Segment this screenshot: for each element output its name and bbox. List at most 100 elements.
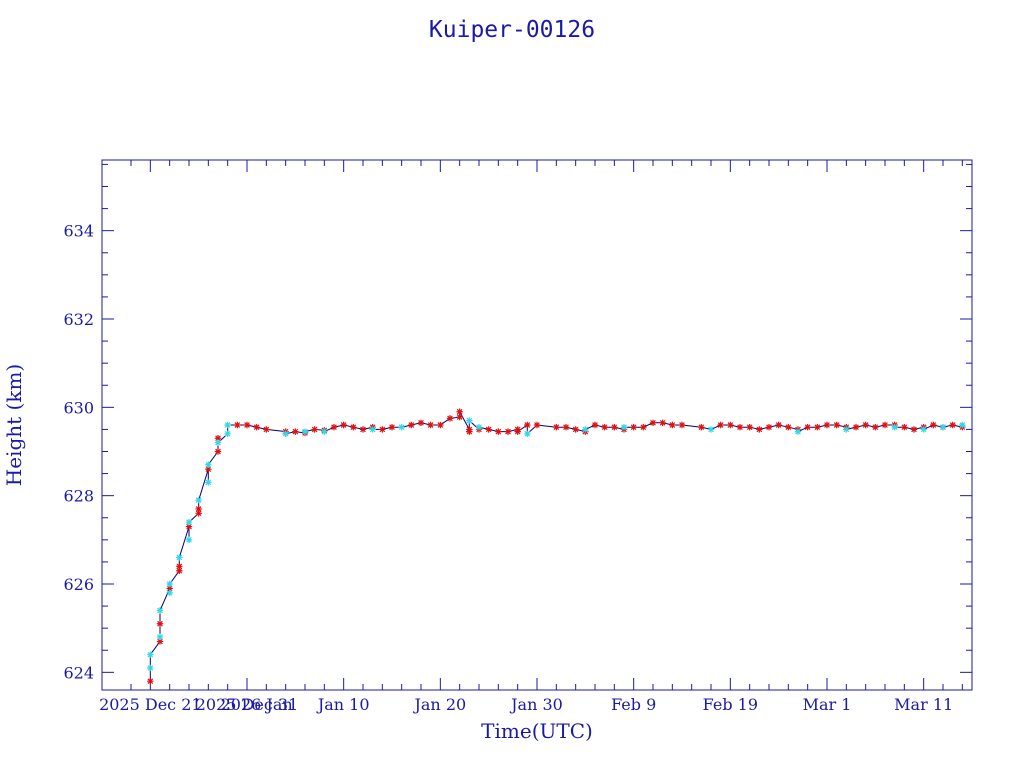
data-point [843,426,850,433]
data-point [833,421,840,429]
data-point [243,421,251,429]
data-point [292,428,299,435]
data-point [205,465,212,473]
data-point [388,424,396,431]
data-point [553,424,560,431]
data-point [707,426,715,433]
data-point [765,424,773,431]
series-line [149,411,963,682]
series-markers [147,408,966,685]
data-point [620,424,628,431]
data-point [185,523,193,530]
data-point [611,424,618,431]
data-point [456,408,463,415]
chart-title: Kuiper-00126 [429,17,595,43]
x-tick-label: 2026 Jan [221,695,293,714]
data-point [156,638,164,645]
data-point [282,430,289,438]
data-point [514,428,521,435]
y-axis-title: Height (km) [2,364,26,486]
data-point [195,505,202,513]
data-point [572,426,579,433]
data-point [417,419,425,426]
data-point [930,421,937,429]
data-point [195,496,202,504]
data-point [205,461,212,468]
data-point [379,426,386,433]
data-point [901,424,908,431]
data-point [224,430,231,438]
data-point [862,421,869,429]
data-point [717,421,724,429]
data-point [495,428,502,435]
data-point [350,424,357,431]
data-point [253,424,260,431]
data-point [775,421,782,429]
data-point [939,424,947,431]
data-point [727,421,734,429]
data-point [562,424,570,431]
y-axis: 624 626 628 630 632 634 [63,163,972,682]
data-point [601,424,608,431]
y-tick-label: 634 [63,222,94,241]
data-point [756,426,763,433]
data-point [649,419,657,426]
data-point [205,479,212,486]
data-point [156,607,164,614]
data-point [823,421,831,429]
data-point [185,518,193,526]
data-point [910,426,918,433]
data-point [524,421,531,429]
data-point [524,430,531,438]
data-point [408,421,415,429]
data-point [176,567,183,574]
data-point [185,536,193,544]
data-point [311,426,318,433]
x-tick-label: Mar 11 [894,695,953,714]
data-point [176,554,183,561]
data-point [659,419,666,426]
y-tick-label: 632 [63,310,94,329]
data-point [736,424,744,431]
data-point [214,439,222,446]
data-point [804,424,811,431]
data-point [891,424,898,431]
data-point [166,580,173,588]
x-tick-label: 2025 Dec 31 [196,695,299,714]
x-tick-label: Jan 30 [509,695,563,714]
data-point [224,421,231,429]
data-point [852,424,860,431]
data-point [475,424,483,431]
data-point [920,426,927,433]
x-tick-label: Jan 10 [316,695,370,714]
data-point [330,424,338,431]
data-point [814,424,821,431]
data-point [504,428,512,435]
x-tick-label: Feb 19 [703,695,758,714]
x-axis-title: Time(UTC) [481,719,593,743]
data-point [195,510,202,517]
data-point [485,426,492,433]
data-point [630,424,637,431]
x-tick-label: Feb 9 [611,695,656,714]
data-point [640,424,647,431]
data-point [466,428,473,435]
data-point [591,421,599,429]
data-point [959,421,966,429]
data-point [446,415,454,422]
data-point [156,633,164,641]
data-point [166,589,173,597]
y-tick-label: 624 [63,663,94,682]
data-point [398,424,405,431]
data-point [166,585,173,592]
y-tick-label: 628 [63,487,94,506]
data-point [582,426,589,433]
x-tick-label: Mar 1 [803,695,852,714]
data-point [176,563,183,570]
data-point [794,428,802,435]
data-point [147,651,154,658]
data-point [263,426,270,433]
data-point [872,424,879,431]
data-point [321,428,328,435]
